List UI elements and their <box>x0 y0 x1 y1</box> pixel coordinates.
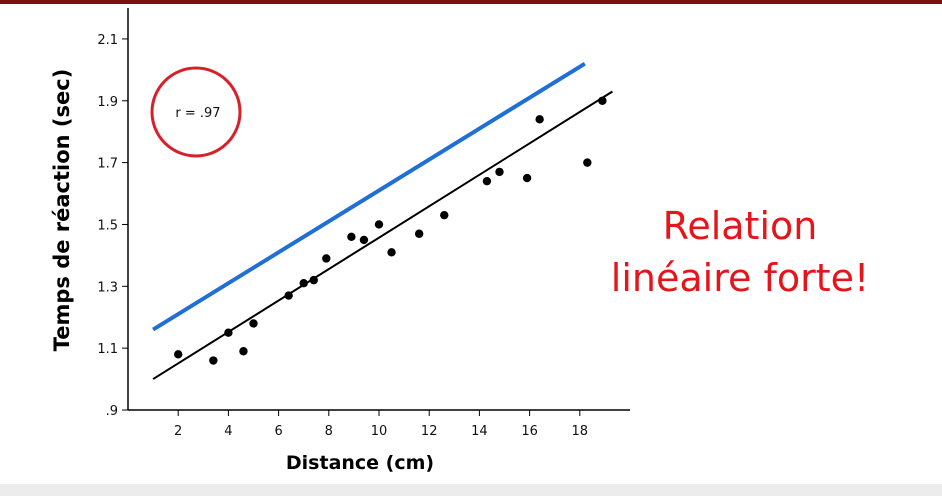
data-point <box>598 96 607 105</box>
data-point <box>583 158 592 167</box>
x-tick-label: 10 <box>371 424 388 439</box>
data-points <box>174 96 607 365</box>
y-tick-label: 1.9 <box>97 95 118 110</box>
y-tick-label: 1.3 <box>97 280 118 295</box>
x-axis-label: Distance (cm) <box>285 452 435 474</box>
y-tick-label: .9 <box>106 404 118 419</box>
y-axis-label: Temps de réaction (sec) <box>50 68 74 352</box>
data-point <box>249 319 258 328</box>
annotation-line-1: Relation <box>662 204 818 248</box>
x-tick-label: 4 <box>224 424 232 439</box>
data-point <box>535 115 544 124</box>
x-tick-label: 8 <box>325 424 333 439</box>
data-point <box>224 328 233 337</box>
y-tick-label: 1.1 <box>97 342 118 357</box>
x-tick-label: 16 <box>521 424 538 439</box>
correlation-label: r = .97 <box>175 106 220 121</box>
data-point <box>174 350 183 359</box>
data-point <box>387 248 396 257</box>
data-point <box>374 220 384 229</box>
y-tick-label: 1.5 <box>97 218 118 233</box>
x-tick-label: 2 <box>174 424 182 439</box>
bottom-strip <box>0 484 942 496</box>
data-point <box>440 210 449 220</box>
blue-trend-line <box>152 61 586 332</box>
data-point <box>482 176 492 186</box>
axis-ticks: 2 4 6 8 10 12 14 16 18 .9 1.1 1.3 1.5 1.7 1.9 2.1 <box>97 33 588 439</box>
correlation-callout: r = .97 <box>150 66 242 158</box>
data-point <box>359 235 369 245</box>
top-accent-bar <box>0 0 942 4</box>
data-point <box>299 279 308 288</box>
data-point <box>414 229 424 238</box>
data-point <box>309 275 318 285</box>
data-point <box>322 254 331 263</box>
x-tick-label: 12 <box>421 424 438 439</box>
x-tick-label: 14 <box>471 424 488 439</box>
data-point <box>284 291 293 300</box>
highlight-circle <box>150 66 242 158</box>
y-tick-label: 2.1 <box>97 33 118 48</box>
annotation-text: Relation linéaire forte! <box>540 200 940 304</box>
annotation-line-2: linéaire forte! <box>610 256 870 300</box>
data-point <box>209 356 218 365</box>
data-point <box>522 173 532 183</box>
data-point <box>495 167 504 177</box>
data-point <box>347 232 356 242</box>
x-tick-label: 18 <box>572 424 589 439</box>
x-tick-label: 6 <box>274 424 282 439</box>
y-tick-label: 1.7 <box>97 157 118 172</box>
data-point <box>239 347 248 356</box>
